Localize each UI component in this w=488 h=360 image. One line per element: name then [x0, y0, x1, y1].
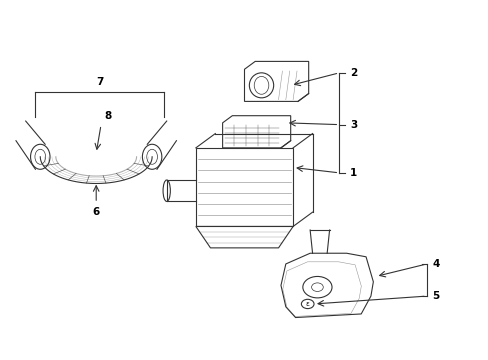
Text: ε: ε: [305, 301, 309, 307]
Text: 7: 7: [96, 77, 103, 87]
Text: 5: 5: [432, 291, 439, 301]
Text: 1: 1: [349, 168, 357, 178]
Text: 6: 6: [92, 207, 100, 217]
Text: 4: 4: [432, 259, 439, 269]
Text: 3: 3: [349, 120, 357, 130]
Text: 8: 8: [104, 111, 112, 121]
Text: 2: 2: [349, 68, 357, 78]
